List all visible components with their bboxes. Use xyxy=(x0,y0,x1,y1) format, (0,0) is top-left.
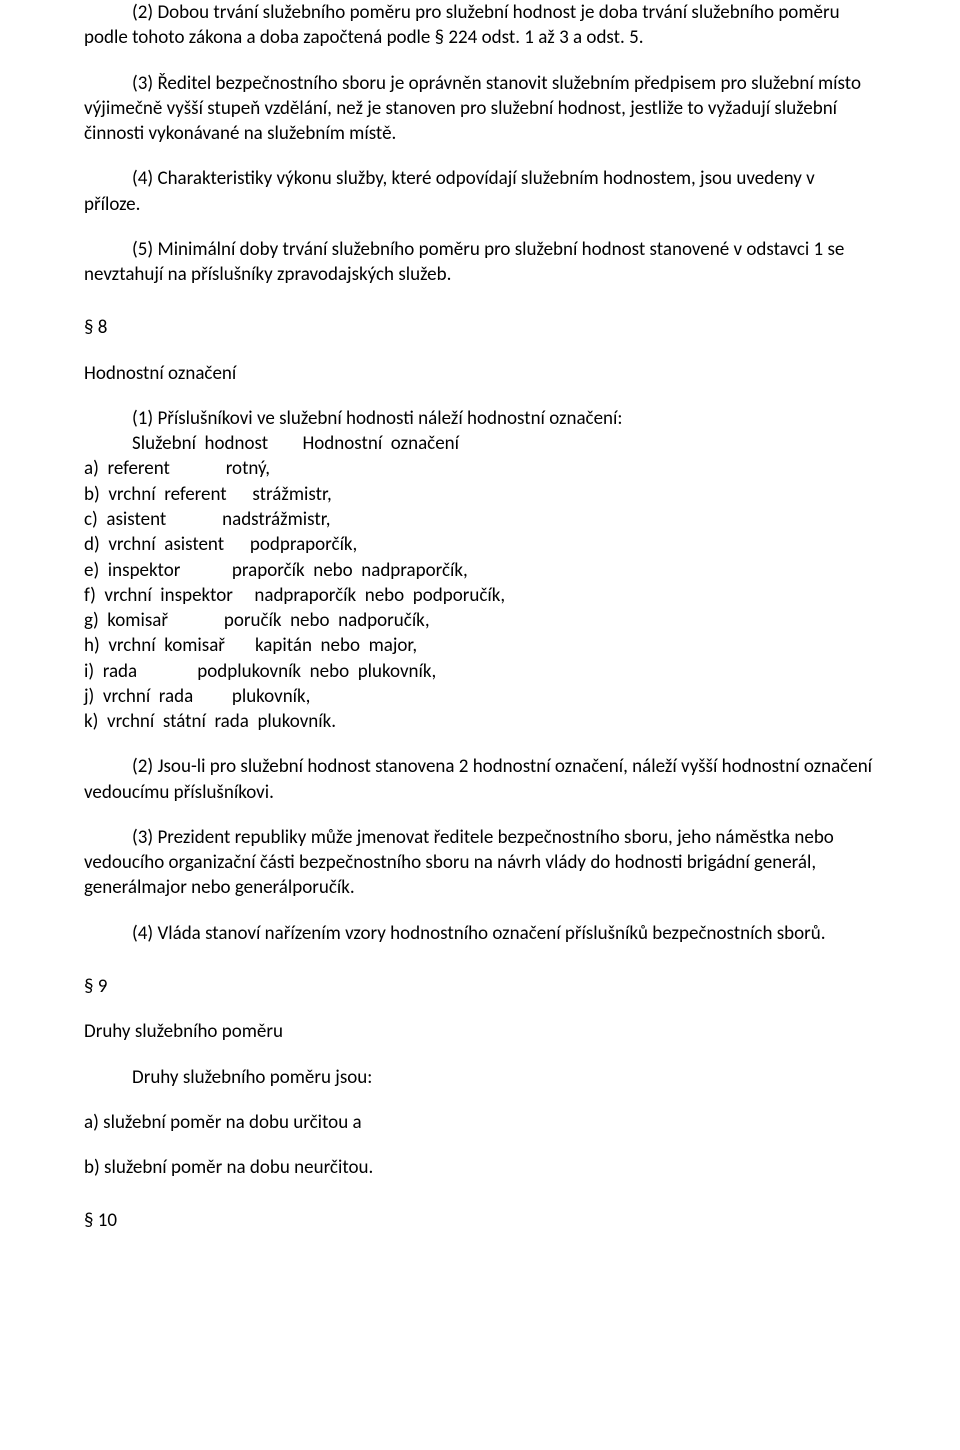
rank-row-f: f) vrchní inspektor nadpraporčík nebo po… xyxy=(84,583,876,608)
section-9-title: Druhy služebního poměru xyxy=(84,1019,876,1044)
paragraph-4-line1: (4) Charakteristiky výkonu služby, které… xyxy=(84,166,876,191)
rank-row-g: g) komisař poručík nebo nadporučík, xyxy=(84,608,876,633)
paragraph-4-line2: příloze. xyxy=(84,192,876,217)
section-8-mark: § 8 xyxy=(84,315,876,340)
rank-row-a: a) referent rotný, xyxy=(84,456,876,481)
paragraph-2: (2) Dobou trvání služebního poměru pro s… xyxy=(84,0,876,51)
paragraph-4: (4) Charakteristiky výkonu služby, které… xyxy=(84,166,876,217)
section-8-p1-intro: (1) Příslušníkovi ve služební hodnosti n… xyxy=(84,406,876,431)
section-8-rank-list: (1) Příslušníkovi ve služební hodnosti n… xyxy=(84,406,876,734)
section-8-paragraph-2: (2) Jsou-li pro služební hodnost stanove… xyxy=(84,754,876,805)
rank-row-d: d) vrchní asistent podpraporčík, xyxy=(84,532,876,557)
rank-table-header: Služební hodnost Hodnostní označení xyxy=(84,431,876,456)
rank-row-b: b) vrchní referent strážmistr, xyxy=(84,482,876,507)
rank-row-e: e) inspektor praporčík nebo nadpraporčík… xyxy=(84,558,876,583)
section-8-title: Hodnostní označení xyxy=(84,361,876,386)
section-9-item-a: a) služební poměr na dobu určitou a xyxy=(84,1110,876,1135)
section-10-mark: § 10 xyxy=(84,1208,876,1233)
section-9-mark: § 9 xyxy=(84,974,876,999)
paragraph-5: (5) Minimální doby trvání služebního pom… xyxy=(84,237,876,288)
rank-row-c: c) asistent nadstrážmistr, xyxy=(84,507,876,532)
rank-row-h: h) vrchní komisař kapitán nebo major, xyxy=(84,633,876,658)
section-8-paragraph-4: (4) Vláda stanoví nařízením vzory hodnos… xyxy=(84,921,876,946)
section-8-paragraph-3: (3) Prezident republiky může jmenovat ře… xyxy=(84,825,876,901)
rank-row-j: j) vrchní rada plukovník, xyxy=(84,684,876,709)
section-9-item-b: b) služební poměr na dobu neurčitou. xyxy=(84,1155,876,1180)
rank-row-k: k) vrchní státní rada plukovník. xyxy=(84,709,876,734)
paragraph-3: (3) Ředitel bezpečnostního sboru je oprá… xyxy=(84,71,876,147)
section-9-intro: Druhy služebního poměru jsou: xyxy=(132,1065,876,1090)
rank-row-i: i) rada podplukovník nebo plukovník, xyxy=(84,659,876,684)
